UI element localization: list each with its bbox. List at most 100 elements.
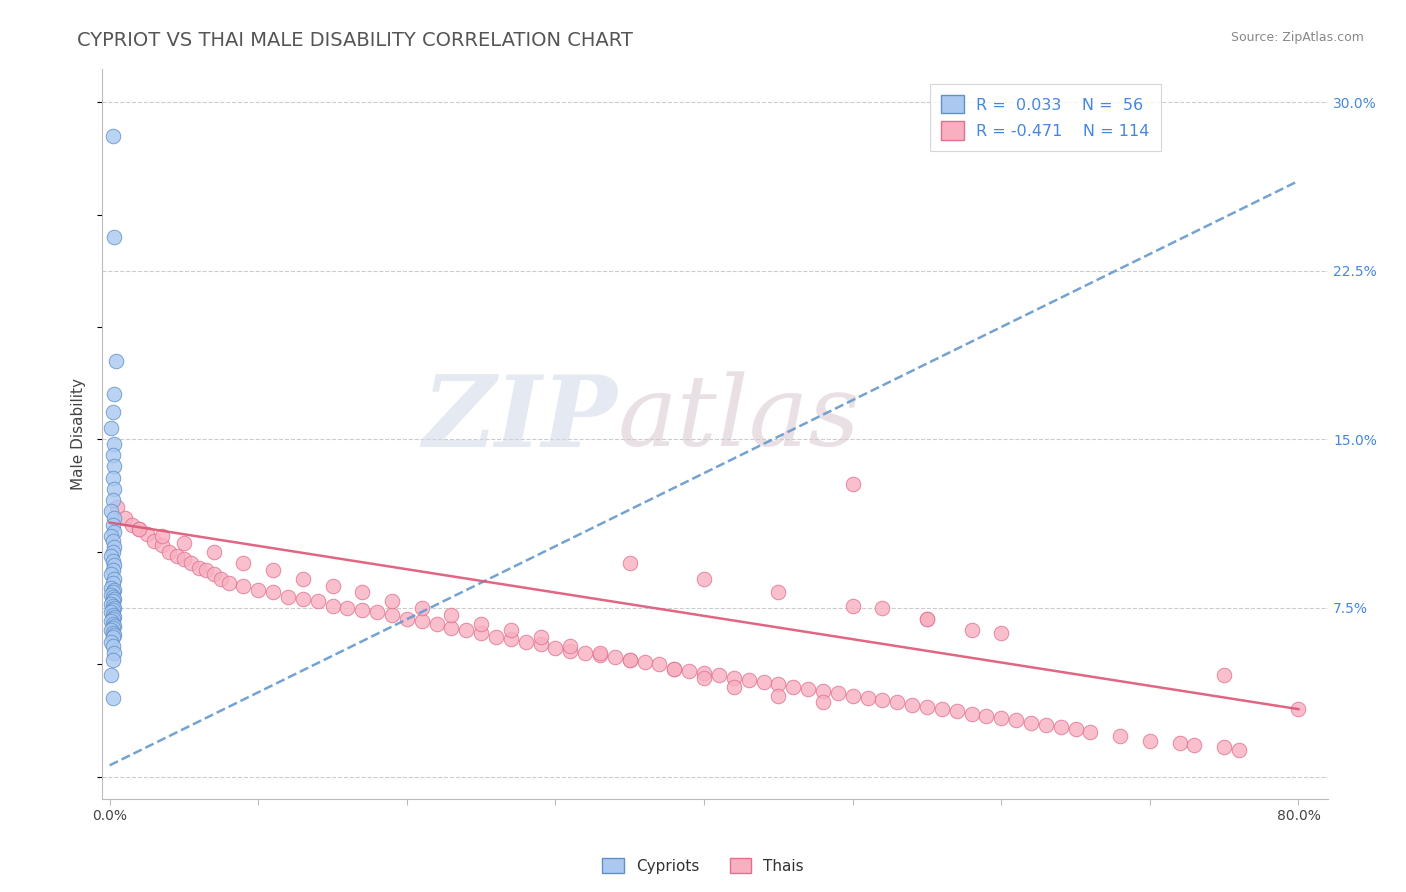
Point (173, 536, 195, 550)
Point (135, 526, 157, 541)
Point (101, 630, 124, 644)
Point (187, 560, 209, 574)
Point (100, 567, 122, 582)
Point (101, 517, 124, 532)
Point (352, 603, 374, 617)
Point (100, 421, 122, 435)
Point (352, 585, 374, 599)
Point (101, 599, 124, 613)
Text: Source: ZipAtlas.com: Source: ZipAtlas.com (1230, 31, 1364, 45)
Point (173, 551, 195, 566)
Point (811, 684, 834, 698)
Point (232, 556, 254, 570)
Point (103, 482, 125, 496)
Point (157, 545, 180, 559)
Point (100, 587, 122, 601)
Point (247, 582, 270, 597)
Point (103, 619, 125, 633)
Point (100, 615, 122, 629)
Point (277, 590, 299, 604)
Point (560, 643, 582, 657)
Point (105, 500, 128, 514)
Point (103, 541, 125, 555)
Point (322, 578, 344, 592)
Point (143, 533, 166, 548)
Point (872, 693, 894, 707)
Point (101, 585, 124, 599)
Point (381, 594, 404, 608)
Point (262, 563, 284, 577)
Point (768, 689, 790, 703)
Point (101, 594, 124, 608)
Point (395, 612, 418, 626)
Point (560, 639, 582, 653)
Point (114, 511, 136, 525)
Point (101, 653, 124, 667)
Point (103, 610, 125, 624)
Point (101, 448, 124, 462)
Point (678, 664, 700, 678)
Point (544, 641, 567, 656)
Point (101, 621, 124, 635)
Point (1139, 733, 1161, 747)
Point (202, 567, 225, 582)
Point (103, 582, 125, 597)
Point (100, 597, 122, 611)
Point (103, 437, 125, 451)
Point (1005, 714, 1028, 728)
Point (103, 592, 125, 607)
Point (470, 616, 492, 631)
Point (101, 639, 124, 653)
Point (485, 630, 508, 644)
Point (128, 522, 150, 536)
Point (100, 549, 122, 564)
Point (104, 353, 127, 368)
Point (1227, 742, 1250, 756)
Point (322, 599, 344, 613)
Point (128, 522, 150, 536)
Point (470, 625, 492, 640)
Point (619, 653, 641, 667)
Point (707, 668, 730, 682)
Point (103, 601, 125, 615)
Point (456, 624, 478, 638)
Point (990, 711, 1012, 725)
Point (100, 634, 122, 648)
Point (101, 533, 124, 548)
Point (101, 603, 124, 617)
Point (103, 646, 125, 660)
Point (100, 581, 122, 595)
Point (811, 695, 834, 709)
Point (990, 625, 1012, 640)
Point (101, 607, 124, 622)
Point (827, 686, 849, 700)
Point (103, 628, 125, 642)
Point (529, 630, 551, 644)
Point (101, 554, 124, 568)
Point (693, 666, 716, 681)
Point (1080, 724, 1102, 739)
Point (100, 624, 122, 638)
Point (195, 563, 218, 577)
Point (103, 459, 125, 474)
Point (499, 624, 522, 638)
Point (886, 695, 908, 709)
Point (589, 648, 612, 663)
Point (574, 646, 596, 660)
Point (841, 477, 863, 491)
Point (366, 606, 388, 620)
Point (101, 576, 124, 591)
Point (381, 607, 404, 622)
Point (101, 690, 124, 705)
Point (103, 524, 125, 539)
Point (872, 601, 894, 615)
Point (945, 705, 967, 719)
Point (103, 387, 125, 401)
Point (440, 607, 463, 622)
Text: CYPRIOT VS THAI MALE DISABILITY CORRELATION CHART: CYPRIOT VS THAI MALE DISABILITY CORRELAT… (77, 31, 633, 50)
Point (768, 585, 790, 599)
Point (262, 585, 284, 599)
Point (931, 702, 953, 716)
Point (101, 625, 124, 640)
Point (737, 673, 759, 687)
